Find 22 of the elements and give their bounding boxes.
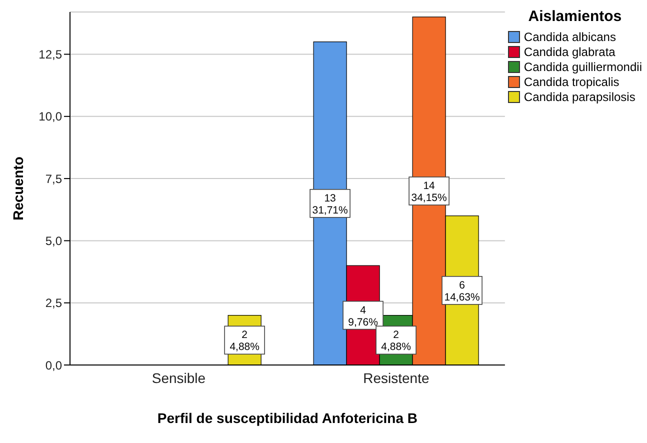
y-tick-label: 2,5 bbox=[45, 296, 62, 310]
data-label: 6 14,63% bbox=[444, 279, 480, 304]
legend-title: Aislamientos bbox=[527, 8, 623, 25]
y-tick-label: 0,0 bbox=[45, 358, 62, 372]
legend-label: Candida tropicalis bbox=[524, 74, 620, 88]
x-tick-label: Resistente bbox=[363, 370, 430, 386]
legend-label: Candida guilliermondii bbox=[524, 60, 642, 74]
y-tick-label: 5,0 bbox=[45, 234, 62, 248]
data-label: 13 31,71% bbox=[312, 192, 348, 216]
x-tick-label: Sensible bbox=[152, 370, 206, 386]
data-label: 14 34,15% bbox=[411, 180, 447, 204]
y-tick-label: 10,0 bbox=[38, 110, 62, 124]
data-label: 2 4,88% bbox=[230, 329, 260, 354]
legend-label: Candida albicans bbox=[524, 30, 616, 44]
y-tick-label: 12,5 bbox=[38, 48, 62, 62]
y-tick-label: 7,5 bbox=[45, 172, 62, 186]
legend-label: Candida parapsilosis bbox=[524, 90, 636, 104]
data-label: 2 4,88% bbox=[381, 329, 411, 354]
data-label: 4 9,76% bbox=[348, 304, 378, 328]
legend-label: Candida glabrata bbox=[524, 44, 616, 58]
y-axis-title: Recuento bbox=[10, 156, 26, 220]
x-axis-title: Perfil de susceptibilidad Anfotericina B bbox=[157, 410, 418, 426]
